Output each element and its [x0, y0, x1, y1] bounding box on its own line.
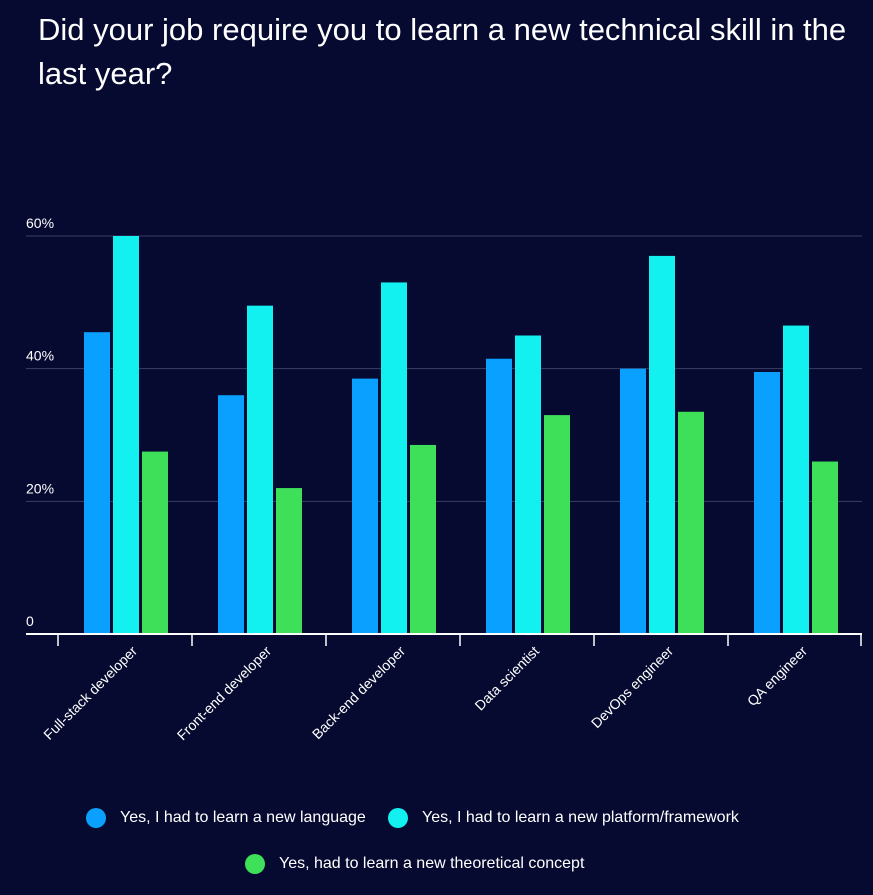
bar	[381, 282, 407, 634]
bar	[352, 378, 378, 634]
bar	[544, 415, 570, 634]
x-tick-label: Front-end developer	[174, 643, 275, 744]
bar	[620, 368, 646, 634]
bar	[649, 255, 675, 634]
bar-chart: 0 20% 40% 60% Full-stack developer Front-end …	[26, 215, 862, 744]
bar	[783, 325, 809, 634]
legend-item-language[interactable]: Yes, I had to learn a new language	[86, 808, 366, 828]
legend-item-theoretical[interactable]: Yes, had to learn a new theoretical conc…	[245, 854, 584, 874]
y-tick-label: 20%	[26, 480, 54, 496]
legend-swatch-theoretical	[245, 854, 265, 874]
legend-label-theoretical: Yes, had to learn a new theoretical conc…	[279, 855, 585, 872]
bar	[276, 488, 302, 634]
y-tick-label: 0	[26, 613, 34, 629]
legend-swatch-platform	[388, 808, 408, 828]
legend-item-platform[interactable]: Yes, I had to learn a new platform/frame…	[388, 808, 739, 828]
x-tick-label: Back-end developer	[309, 643, 409, 743]
legend-label-platform: Yes, I had to learn a new platform/frame…	[422, 809, 739, 826]
bar	[113, 236, 139, 634]
bar	[218, 395, 244, 634]
bar	[812, 461, 838, 634]
chart-title: Did your job require you to learn a new …	[38, 12, 847, 91]
bar	[515, 335, 541, 634]
legend: Yes, I had to learn a new language Yes, …	[0, 800, 873, 890]
legend-swatch-language	[86, 808, 106, 828]
legend-label-language: Yes, I had to learn a new language	[120, 809, 366, 826]
bar	[754, 371, 780, 634]
bar	[84, 332, 110, 634]
x-tick-label: QA engineer	[744, 643, 811, 710]
y-tick-label: 60%	[26, 215, 54, 231]
bar	[678, 411, 704, 634]
x-tick-label: Full-stack developer	[40, 643, 140, 743]
bar	[486, 358, 512, 634]
bar	[247, 305, 273, 634]
x-tick-label: Data scientist	[471, 643, 542, 714]
bar	[410, 444, 436, 634]
y-tick-label: 40%	[26, 348, 54, 364]
bar	[142, 451, 168, 634]
x-tick-label: DevOps engineer	[588, 643, 677, 732]
